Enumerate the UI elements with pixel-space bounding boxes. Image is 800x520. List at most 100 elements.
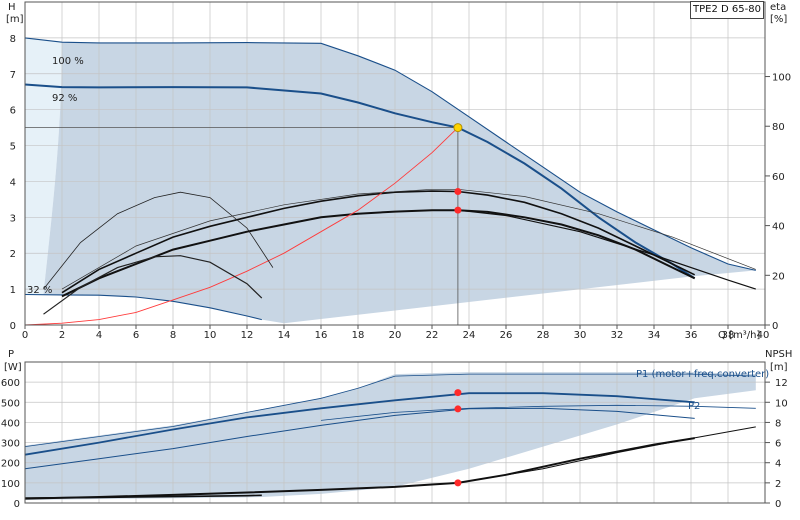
- x-tick-label: 34: [648, 330, 661, 341]
- npsh-tick-label: 6: [775, 439, 781, 450]
- x-tick-label: 32: [611, 330, 624, 341]
- x-tick-label: 28: [537, 330, 550, 341]
- top-series-3: [61, 209, 696, 298]
- bottom-y2-label: NPSH: [765, 349, 792, 360]
- bottom-series-0: [24, 392, 695, 456]
- top-curves: [24, 37, 756, 326]
- top-series-7: [43, 255, 263, 315]
- legend-p2: P2: [688, 401, 700, 412]
- p-tick-label: 200: [1, 459, 20, 470]
- y-tick-label: 7: [10, 70, 16, 81]
- top-tail-line: [457, 209, 756, 290]
- p-tick-label: 600: [1, 378, 20, 389]
- bottom-y-label: P: [8, 349, 14, 360]
- npsh-tick-label: 4: [775, 459, 781, 470]
- top-series-6: [43, 191, 274, 290]
- top-plot-frame: [24, 1, 766, 326]
- x-tick-label: 4: [96, 330, 102, 341]
- curve-label-32: 32 %: [27, 285, 52, 296]
- y-tick-label: 3: [10, 213, 16, 224]
- operating-point-marker: [453, 123, 463, 133]
- top-tick-labels: 0 2 4 6 8 10 12 14 16 18 20 22 24 26 28 30 32 34 36 38 40012…: [10, 34, 791, 341]
- top-series-2: [24, 293, 262, 321]
- chart-title: TPE2 D 65-80: [690, 1, 764, 19]
- y2-tick-label: 20: [772, 271, 785, 282]
- top-y-label: H: [8, 2, 16, 13]
- npsh-tick-label: 8: [775, 418, 781, 429]
- top-grid: [24, 2, 766, 326]
- bottom-duty-marker: [454, 479, 462, 487]
- bottom-max-line: [24, 373, 756, 447]
- bottom-band: [25, 372, 756, 500]
- x-tick-label: 12: [241, 330, 254, 341]
- curve-label-100: 100 %: [52, 56, 84, 67]
- x-tick-label: 8: [170, 330, 176, 341]
- bottom-operating-range: [25, 372, 756, 500]
- bottom-tick-labels: 0 100 200 300 400 500 600 0 2 4 6 8 10 12: [1, 378, 788, 510]
- p-tick-label: 400: [1, 418, 20, 429]
- x-tick-label: 18: [352, 330, 365, 341]
- x-tick-label: 16: [315, 330, 328, 341]
- y2-tick-label: 40: [772, 222, 785, 233]
- y-tick-label: 2: [10, 249, 16, 260]
- bottom-plot-frame: [24, 361, 766, 504]
- bottom-series-1: [24, 407, 695, 470]
- top-thin-line: [61, 188, 756, 290]
- npsh-tick-label: 2: [775, 479, 781, 490]
- y2-tick-label: 100: [772, 73, 791, 84]
- top-operating-range: [25, 37, 756, 324]
- x-tick-label: 6: [133, 330, 139, 341]
- bottom-series-2: [24, 437, 695, 500]
- top-light-band: [25, 37, 62, 295]
- p-tick-label: 500: [1, 398, 20, 409]
- bottom-duty-marker: [454, 405, 462, 413]
- x-tick-label: 2: [59, 330, 65, 341]
- bottom-y2-unit: [m]: [770, 362, 788, 373]
- x-tick-label: 26: [500, 330, 513, 341]
- duty-point-marker: [454, 187, 462, 195]
- npsh-tick-label: 0: [775, 499, 781, 510]
- x-tick-label: 38: [722, 330, 735, 341]
- x-tick-label: 36: [685, 330, 698, 341]
- y2-tick-label: 0: [772, 321, 778, 332]
- y-tick-label: 5: [10, 142, 16, 153]
- p-tick-label: 100: [1, 479, 20, 490]
- top-y2-unit: [%]: [770, 14, 787, 25]
- top-series-1: [24, 83, 696, 280]
- p-tick-label: 0: [14, 499, 20, 510]
- top-series-5: [24, 127, 459, 326]
- y-tick-label: 6: [10, 106, 16, 117]
- p-tick-label: 300: [1, 439, 20, 450]
- top-series-4: [61, 190, 696, 294]
- x-tick-label: 40: [757, 330, 770, 341]
- p2-upper-line: [320, 404, 756, 421]
- duty-point-marker: [454, 206, 462, 214]
- npsh-ext-line: [457, 426, 756, 484]
- x-tick-label: 24: [463, 330, 476, 341]
- top-y2-label: eta: [770, 2, 786, 13]
- bottom-duty-marker: [454, 389, 462, 397]
- x-tick-label: 22: [426, 330, 439, 341]
- bottom-y-unit: [W]: [4, 362, 22, 373]
- top-main-band: [25, 37, 756, 324]
- legend-p1: P1 (motor+freq.converter): [636, 369, 769, 380]
- x-tick-label: 14: [278, 330, 291, 341]
- top-y-unit: [m]: [6, 14, 24, 25]
- y-tick-label: 4: [10, 177, 16, 188]
- npsh-tick-label: 12: [775, 378, 788, 389]
- y2-tick-label: 60: [772, 172, 785, 183]
- bottom-series-3: [24, 494, 262, 499]
- y2-tick-label: 80: [772, 122, 785, 133]
- x-tick-label: 30: [574, 330, 587, 341]
- npsh-tick-label: 10: [775, 398, 788, 409]
- curve-label-92: 92 %: [52, 93, 77, 104]
- bottom-curves: [24, 373, 756, 500]
- y-tick-label: 0: [10, 321, 16, 332]
- x-tick-label: 20: [389, 330, 402, 341]
- y-tick-label: 8: [10, 34, 16, 45]
- x-tick-label: 0: [22, 330, 28, 341]
- y-tick-label: 1: [10, 285, 16, 296]
- bottom-grid: [24, 362, 766, 504]
